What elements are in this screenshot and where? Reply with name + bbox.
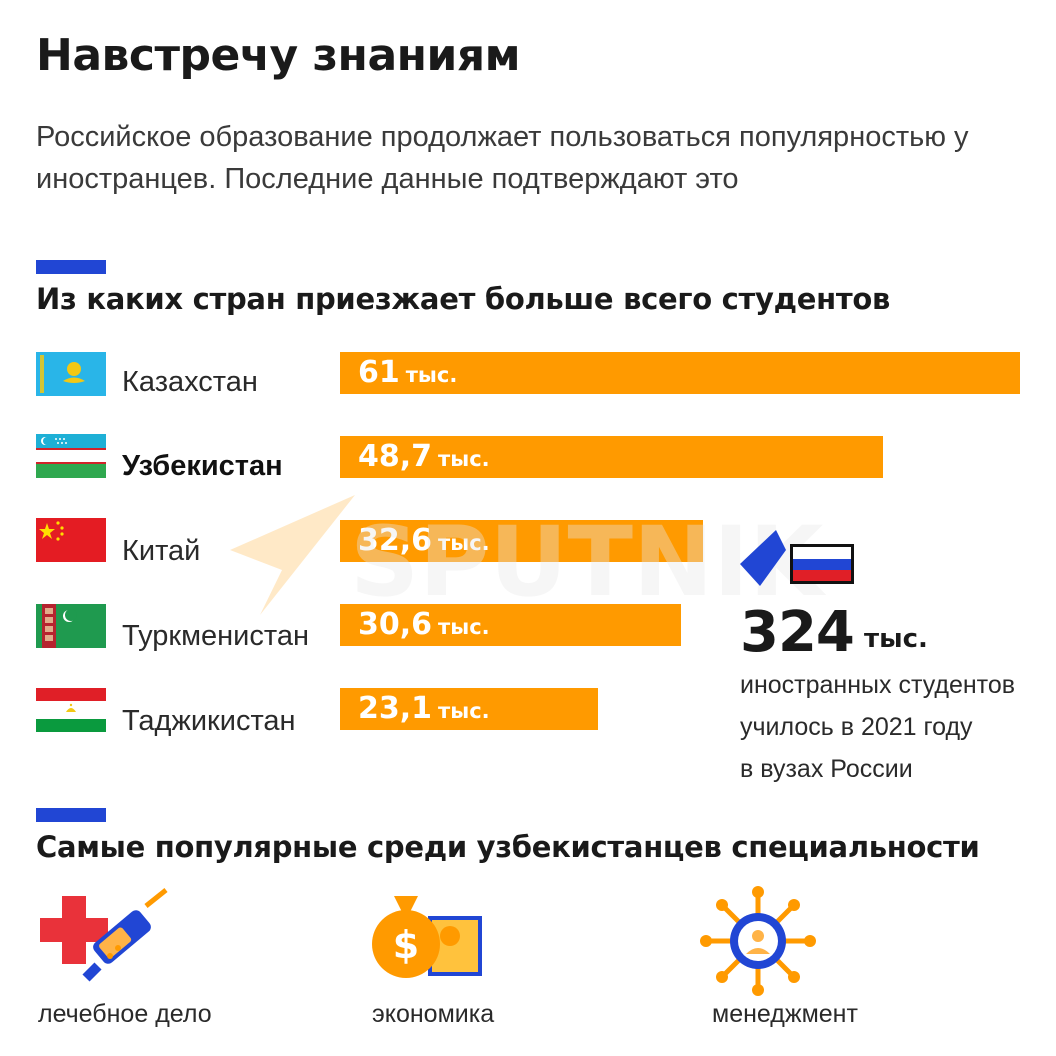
country-label-tajikistan: Таджикистан	[122, 705, 296, 737]
bar-0: 61 тыс.	[340, 352, 1020, 394]
total-students-unit: тыс.	[864, 624, 928, 654]
section-accent-line	[36, 808, 106, 822]
country-label-china: Китай	[122, 535, 201, 567]
total-students-caption: иностранных студентов училось в 2021 год…	[740, 664, 1052, 790]
total-students-number: 324	[740, 600, 855, 665]
turkmenistan-flag-icon	[36, 604, 106, 648]
bar-2: 32,6 тыс.	[340, 520, 703, 562]
china-flag-icon	[36, 518, 106, 562]
bar-1: 48,7 тыс.	[340, 436, 883, 478]
country-label-turkmenistan: Туркменистан	[122, 620, 309, 652]
country-label-uzbekistan: Узбекистан	[122, 450, 283, 482]
bar-3: 30,6 тыс.	[340, 604, 681, 646]
money-bag-icon: $	[372, 896, 482, 978]
bar-value-unit: тыс.	[438, 699, 490, 723]
medicine-syringe-icon	[40, 888, 168, 982]
bar-value-unit: тыс.	[438, 447, 490, 471]
bar-value-label: 32,6 тыс.	[358, 523, 490, 558]
caption-line: иностранных студентов	[740, 671, 1016, 699]
country-label-kazakhstan: Казахстан	[122, 366, 258, 398]
bar-value-label: 61 тыс.	[358, 355, 458, 390]
specialty-label-management: менеджмент	[712, 1000, 858, 1028]
tajikistan-flag-icon	[36, 688, 106, 732]
section-title-countries: Из каких стран приезжает больше всего ст…	[36, 282, 891, 316]
bar-value-label: 23,1 тыс.	[358, 691, 490, 726]
bar-value-unit: тыс.	[438, 615, 490, 639]
specialty-label-medicine: лечебное дело	[38, 1000, 212, 1028]
russia-flag-hat-icon	[740, 530, 854, 586]
caption-line: училось в 2021 году	[740, 713, 973, 741]
svg-text:$: $	[393, 923, 419, 967]
kazakhstan-flag-icon	[36, 352, 106, 396]
bar-value-unit: тыс.	[405, 363, 458, 387]
bar-value-unit: тыс.	[438, 531, 490, 555]
section-title-specialties: Самые популярные среди узбекистанцев спе…	[36, 830, 980, 864]
specialty-label-economics: экономика	[372, 1000, 495, 1028]
caption-line: в вузах России	[740, 755, 913, 783]
management-wheel-icon	[700, 886, 816, 996]
bar-4: 23,1 тыс.	[340, 688, 598, 730]
section-accent-line	[36, 260, 106, 274]
page-title: Навстречу знаниям	[36, 30, 521, 81]
bar-value-label: 30,6 тыс.	[358, 607, 490, 642]
uzbekistan-flag-icon	[36, 434, 106, 478]
page-subtitle: Российское образование продолжает пользо…	[36, 121, 969, 195]
bar-value-label: 48,7 тыс.	[358, 439, 490, 474]
